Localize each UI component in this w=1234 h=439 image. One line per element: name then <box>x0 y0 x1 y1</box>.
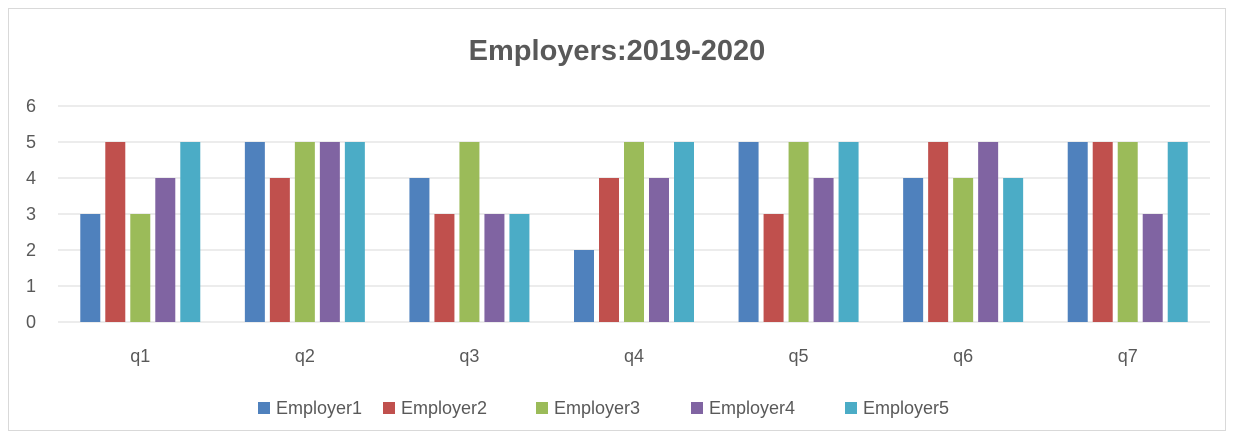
x-tick-label: q2 <box>295 346 315 366</box>
bar-employer3-q4 <box>624 142 644 322</box>
y-tick-label: 2 <box>26 240 36 260</box>
y-tick-label: 1 <box>26 276 36 296</box>
bar-employer1-q3 <box>409 178 430 322</box>
bar-employer2-q3 <box>434 214 455 322</box>
bar-employer4-q3 <box>484 214 505 322</box>
bar-employer2-q6 <box>928 142 949 322</box>
bar-employer1-q5 <box>738 142 759 322</box>
y-tick-label: 4 <box>26 168 36 188</box>
bar-employer5-q6 <box>1003 178 1024 322</box>
legend-swatch <box>383 402 395 414</box>
bar-employer1-q4 <box>574 250 594 322</box>
legend-label: Employer4 <box>709 398 795 418</box>
bars <box>80 142 1188 322</box>
y-tick-label: 6 <box>26 96 36 116</box>
legend-swatch <box>258 402 270 414</box>
y-tick-label: 5 <box>26 132 36 152</box>
legend-label: Employer3 <box>554 398 640 418</box>
legend-swatch <box>845 402 857 414</box>
bar-employer5-q3 <box>509 214 530 322</box>
bar-employer5-q4 <box>674 142 694 322</box>
legend-label: Employer5 <box>863 398 949 418</box>
bar-employer1-q7 <box>1067 142 1088 322</box>
legend: Employer1 Employer2 Employer3 Employer4 Empl… <box>258 398 949 418</box>
x-tick-label: q6 <box>953 346 973 366</box>
bar-employer5-q1 <box>180 142 201 322</box>
bar-employer3-q6 <box>953 178 974 322</box>
bar-employer1-q1 <box>80 214 101 322</box>
bar-employer2-q1 <box>105 142 126 322</box>
legend-swatch <box>536 402 548 414</box>
bar-employer1-q6 <box>903 178 924 322</box>
bar-employer3-q5 <box>788 142 809 322</box>
legend-label: Employer1 <box>276 398 362 418</box>
bar-employer5-q7 <box>1167 142 1188 322</box>
x-tick-label: q5 <box>789 346 809 366</box>
bar-employer1-q2 <box>244 142 265 322</box>
bar-employer4-q2 <box>319 142 340 322</box>
legend-label: Employer2 <box>401 398 487 418</box>
bar-employer4-q1 <box>155 178 176 322</box>
x-tick-label: q1 <box>130 346 150 366</box>
bar-employer4-q5 <box>813 178 834 322</box>
bar-employer3-q1 <box>130 214 151 322</box>
x-tick-label: q4 <box>624 346 644 366</box>
y-tick-label: 0 <box>26 312 36 332</box>
bar-employer5-q2 <box>344 142 365 322</box>
bar-employer2-q5 <box>763 214 784 322</box>
bar-employer4-q7 <box>1142 214 1163 322</box>
chart-title: Employers:2019-2020 <box>469 35 766 67</box>
x-tick-label: q7 <box>1118 346 1138 366</box>
bar-employer3-q3 <box>459 142 480 322</box>
bar-employer2-q7 <box>1092 142 1113 322</box>
bar-employer2-q4 <box>599 178 619 322</box>
bar-employer4-q6 <box>978 142 999 322</box>
legend-swatch <box>691 402 703 414</box>
bar-employer4-q4 <box>649 178 669 322</box>
bar-employer3-q2 <box>294 142 315 322</box>
y-tick-label: 3 <box>26 204 36 224</box>
bar-employer5-q5 <box>838 142 859 322</box>
x-tick-label: q3 <box>459 346 479 366</box>
x-axis-ticks: q1 q2 q3 q4 q5 q6 q7 <box>130 346 1137 366</box>
bar-employer2-q2 <box>269 178 290 322</box>
y-axis-ticks: 0 1 2 3 4 5 6 <box>26 96 36 332</box>
bar-employer3-q7 <box>1117 142 1138 322</box>
